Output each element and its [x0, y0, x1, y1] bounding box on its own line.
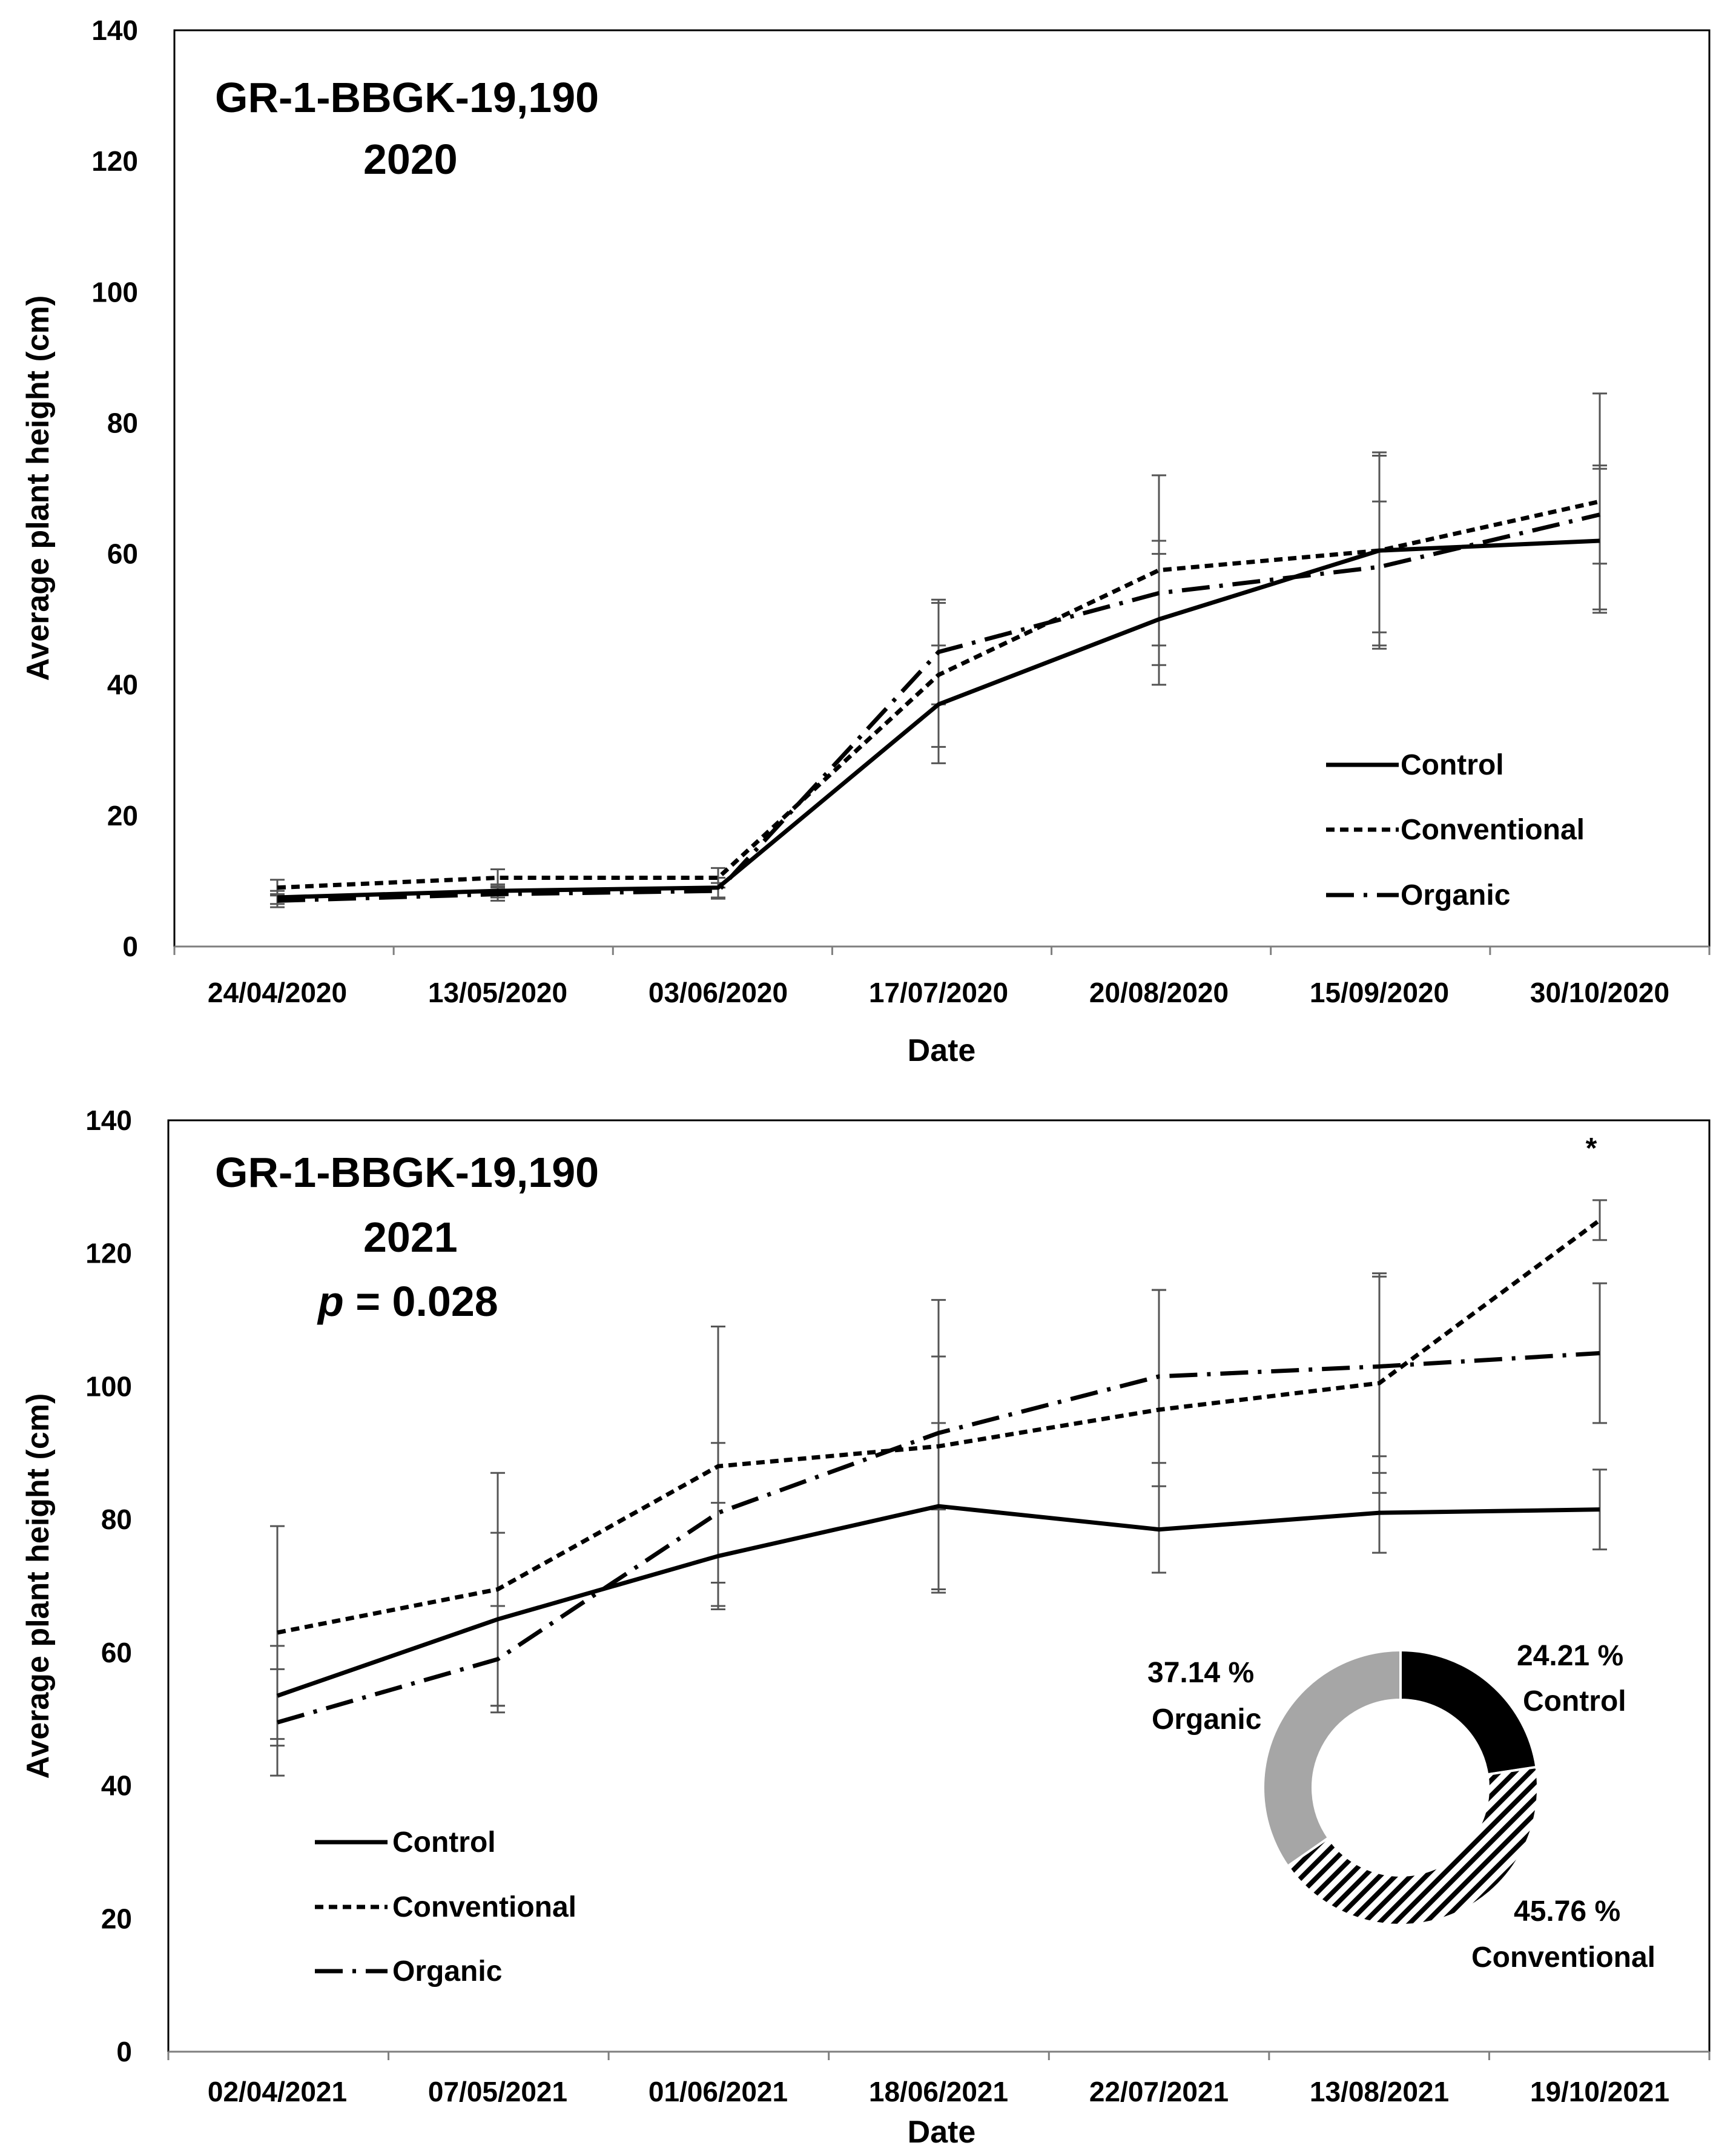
x-axis-label: Date — [908, 2115, 976, 2150]
y-tick-label: 140 — [91, 15, 138, 46]
legend-label-organic: Organic — [1401, 879, 1510, 911]
legend-label-control: Control — [1401, 749, 1504, 781]
donut-slice-conventional — [1285, 1765, 1539, 1926]
donut-label-organic-name: Organic — [1152, 1703, 1261, 1736]
p-value: p = 0.028 — [317, 1278, 498, 1325]
y-tick-label: 0 — [122, 931, 138, 962]
x-tick-label: 15/09/2020 — [1310, 977, 1449, 1008]
x-tick-label: 24/04/2020 — [208, 977, 347, 1008]
x-tick-labels: 24/04/2020 13/05/2020 03/06/2020 17/07/2020… — [208, 977, 1669, 1008]
series-lines — [277, 499, 1600, 903]
error-bar — [1592, 1199, 1607, 1241]
donut-label-conventional-name: Conventional — [1471, 1941, 1655, 1974]
chart-subtitle-year: 2020 — [363, 136, 458, 183]
error-bar — [1372, 500, 1387, 633]
p-value-text: = 0.028 — [344, 1278, 498, 1325]
legend-label-control: Control — [392, 1826, 496, 1859]
significance-marker: * — [1586, 1132, 1597, 1165]
x-tick-label: 18/06/2021 — [869, 2076, 1008, 2107]
chart-title: GR-1-BBGK-19,190 — [215, 74, 599, 121]
x-tick-label: 20/08/2020 — [1089, 977, 1229, 1008]
x-tick-label: 13/08/2021 — [1310, 2076, 1449, 2107]
y-tick-label: 120 — [85, 1238, 132, 1269]
legend-label-conventional: Conventional — [1401, 814, 1585, 846]
legend: Control Conventional Organic — [315, 1826, 576, 1987]
y-tick-label: 40 — [101, 1770, 132, 1802]
y-tick-label: 60 — [101, 1637, 132, 1668]
legend: Control Conventional Organic — [1326, 749, 1585, 911]
x-tick-label: 30/10/2020 — [1530, 977, 1669, 1008]
y-tick-label: 100 — [91, 276, 138, 308]
y-tick-label: 40 — [107, 669, 138, 701]
y-tick-label: 0 — [116, 2036, 132, 2067]
donut-label-conventional-pct: 45.76 % — [1514, 1895, 1620, 1928]
y-tick-label: 100 — [85, 1370, 132, 1402]
y-tick-label: 80 — [101, 1504, 132, 1535]
x-tick-marks — [173, 947, 1711, 955]
legend-label-conventional: Conventional — [392, 1891, 576, 1923]
y-tick-labels: 0 20 40 60 80 100 120 140 — [91, 15, 138, 962]
x-tick-labels: 02/04/2021 07/05/2021 01/06/2021 18/06/2021… — [208, 2076, 1669, 2107]
series-line-organic — [277, 512, 1600, 903]
series-lines — [276, 1218, 1602, 1725]
x-tick-label: 07/05/2021 — [428, 2076, 567, 2107]
x-tick-label: 03/06/2020 — [649, 977, 788, 1008]
series-line-conventional — [277, 1218, 1602, 1635]
y-tick-label: 140 — [85, 1105, 132, 1136]
chart-title: GR-1-BBGK-19,190 — [215, 1149, 599, 1196]
x-tick-label: 19/10/2021 — [1530, 2076, 1669, 2107]
y-tick-label: 60 — [107, 538, 138, 570]
donut-slice-control — [1399, 1648, 1538, 1776]
y-tick-label: 20 — [101, 1903, 132, 1934]
y-tick-label: 80 — [107, 407, 138, 438]
donut-label-organic-pct: 37.14 % — [1147, 1657, 1254, 1689]
donut-label-control-pct: 24.21 % — [1517, 1640, 1623, 1672]
y-tick-label: 120 — [91, 145, 138, 177]
x-tick-label: 13/05/2020 — [428, 977, 567, 1008]
y-axis-label: Average plant height (cm) — [21, 296, 56, 681]
share-donut-chart — [1262, 1648, 1539, 1926]
chart-2020: 0 20 40 60 80 100 120 140 24/04/2020 13/05/2020 0… — [21, 15, 1711, 1068]
x-tick-marks — [167, 2052, 1711, 2060]
x-tick-label: 01/06/2021 — [649, 2076, 788, 2107]
series-line-organic — [277, 1351, 1600, 1725]
chart-subtitle-year: 2021 — [363, 1214, 458, 1261]
y-axis-label: Average plant height (cm) — [21, 1393, 56, 1779]
series-line-conventional — [277, 499, 1600, 890]
x-tick-label: 02/04/2021 — [208, 2076, 347, 2107]
donut-label-control-name: Control — [1523, 1685, 1626, 1717]
legend-label-organic: Organic — [392, 1955, 502, 1987]
y-tick-labels: 0 20 40 60 80 100 120 140 — [85, 1105, 132, 2067]
error-bar — [490, 868, 505, 888]
p-value-symbol: p — [317, 1278, 344, 1325]
donut-slice-organic — [1262, 1648, 1402, 1868]
x-tick-label: 17/07/2020 — [869, 977, 1008, 1008]
series-line-control — [276, 1504, 1600, 1698]
x-axis-label: Date — [908, 1033, 976, 1068]
x-tick-label: 22/07/2021 — [1089, 2076, 1229, 2107]
y-tick-label: 20 — [107, 800, 138, 831]
